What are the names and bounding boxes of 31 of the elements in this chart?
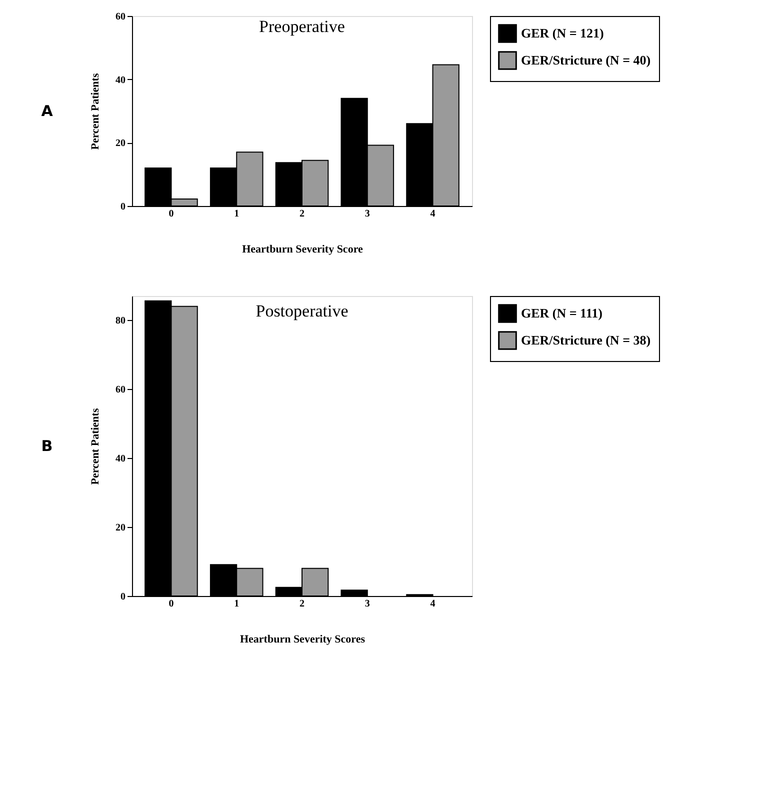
chart-title: Preoperative — [259, 17, 345, 36]
y-tick-label: 20 — [116, 522, 126, 534]
x-tick-label: 4 — [430, 208, 436, 220]
x-axis-title: Heartburn Severity Scores — [240, 634, 366, 646]
y-tick-label: 80 — [116, 316, 126, 327]
chart-title: Postoperative — [256, 302, 348, 320]
x-tick-label: 0 — [168, 598, 174, 610]
y-tick-label: 0 — [120, 592, 126, 602]
legend-label: GER/Stricture (N = 40) — [521, 52, 651, 68]
x-tick-label: 1 — [234, 208, 240, 220]
x-tick-label: 3 — [364, 208, 370, 220]
x-tick-label: 3 — [364, 598, 370, 610]
x-axis-title: Heartburn Severity Score — [242, 244, 363, 256]
x-tick-label: 2 — [300, 208, 304, 220]
y-tick-label: 40 — [116, 454, 126, 465]
x-tick-label: 4 — [430, 598, 436, 610]
y-tick-label: 40 — [116, 74, 126, 86]
x-tick-label: 2 — [300, 598, 304, 610]
y-tick-label: 60 — [116, 384, 126, 396]
y-tick-label: 60 — [116, 12, 126, 22]
legend-label: GER/Stricture (N = 38) — [521, 332, 651, 348]
text: GER (N = 111) — [521, 306, 602, 320]
x-tick-label: 0 — [168, 208, 174, 220]
text: B — [41, 437, 53, 455]
text: A — [41, 102, 54, 120]
legend-label: GER (N = 121) — [521, 26, 604, 40]
y-axis-title: Percent Patients — [90, 408, 102, 485]
y-tick-label: 0 — [120, 202, 126, 212]
y-tick-label: 20 — [116, 138, 126, 150]
y-axis-title: Percent Patients — [90, 72, 102, 150]
x-tick-label: 1 — [234, 598, 240, 610]
